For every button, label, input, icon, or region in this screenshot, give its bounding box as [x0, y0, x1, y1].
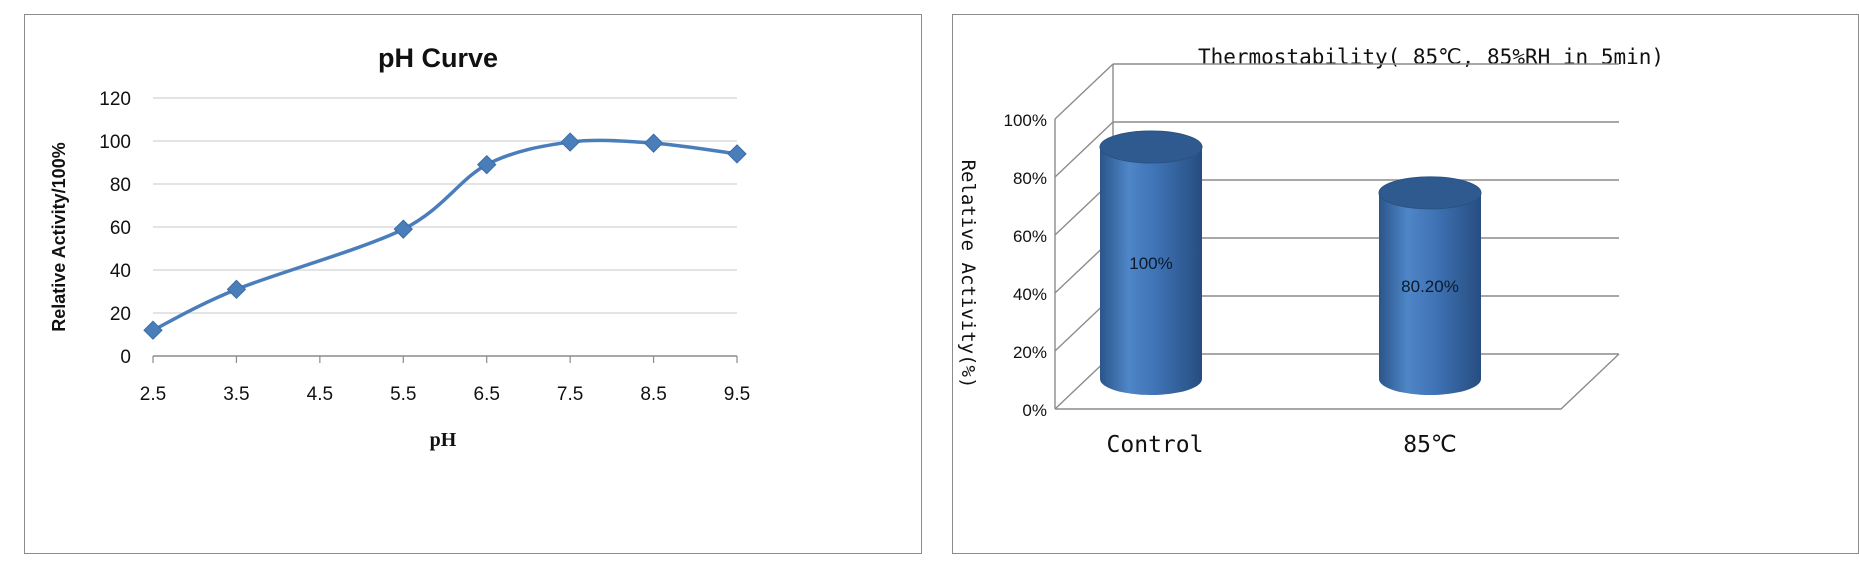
thermostability-chart-panel: Thermostability( 85℃, 85%RH in 5min) 0% 2…: [952, 14, 1859, 554]
data-label: 100%: [1129, 254, 1172, 273]
data-point-marker: [477, 154, 497, 175]
x-tick-label: 3.5: [223, 384, 249, 405]
y-tick-label: 80: [110, 175, 131, 196]
side-wall-gridline: [1054, 63, 1114, 120]
y-tick-label: 120: [99, 89, 131, 110]
x-category-label: 85℃: [1403, 432, 1457, 458]
y-tick-label: 60: [110, 218, 131, 239]
y-axis-label: Relative Activity/100%: [49, 142, 69, 331]
data-point-marker: [643, 133, 664, 153]
bar-cylinder: 100%: [1099, 130, 1203, 395]
y-axis-label: Relative Activity(%): [957, 160, 979, 389]
y-tick-label: 80%: [1013, 169, 1047, 188]
chart-title: Thermostability( 85℃, 85%RH in 5min): [1198, 45, 1664, 69]
data-point-marker: [393, 219, 413, 239]
floor-edge: [1055, 353, 1620, 410]
y-tick-label: 100: [99, 132, 131, 153]
y-tick-label: 0%: [1022, 401, 1047, 420]
x-tick-label: 5.5: [390, 384, 416, 405]
y-tick-label: 40: [110, 261, 131, 282]
x-axis-label: pH: [430, 429, 457, 451]
y-tick-label: 40%: [1013, 285, 1047, 304]
x-tick-label: 8.5: [640, 384, 666, 405]
ph-curve-chart: pH Curve 0 20 40 60 80 100 120 2.5 3.5 4.5 5.5 6.5…: [49, 43, 750, 451]
ph-curve-chart-panel: pH Curve 0 20 40 60 80 100 120 2.5 3.5 4.5 5.5 6.5…: [24, 14, 922, 554]
x-tick-label: 6.5: [474, 384, 500, 405]
x-tick-label: 9.5: [724, 384, 750, 405]
y-tick-label: 0: [120, 347, 131, 368]
data-point-marker: [727, 144, 747, 164]
y-tick-label: 60%: [1013, 227, 1047, 246]
bar-top: [1378, 176, 1482, 210]
y-tick-label: 100%: [1004, 111, 1047, 130]
bar-top: [1099, 130, 1203, 164]
x-tick-label: 4.5: [307, 384, 333, 405]
x-tick-label: 2.5: [140, 384, 166, 405]
data-point-marker: [226, 279, 247, 300]
y-tick-label: 20%: [1013, 343, 1047, 362]
x-category-label: Control: [1107, 432, 1204, 458]
series-line: [152, 138, 738, 332]
bar-body: [1100, 147, 1202, 395]
x-tick-label: 7.5: [557, 384, 583, 405]
data-label: 80.20%: [1401, 277, 1459, 296]
data-point-marker: [560, 132, 580, 152]
data-point-marker: [143, 320, 163, 340]
bar-body: [1379, 192, 1481, 395]
thermostability-chart: Thermostability( 85℃, 85%RH in 5min) 0% 2…: [957, 45, 1664, 458]
side-wall-gridline: [1054, 121, 1114, 178]
chart-title: pH Curve: [378, 43, 498, 73]
bar-cylinder: 80.20%: [1378, 176, 1482, 395]
y-tick-label: 20: [110, 304, 131, 325]
